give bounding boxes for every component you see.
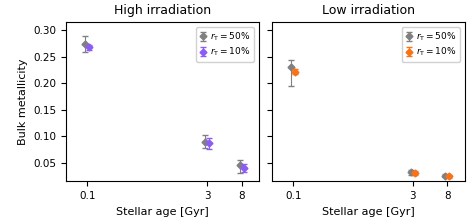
X-axis label: Stellar age [Gyr]: Stellar age [Gyr]: [116, 207, 209, 217]
Title: High irradiation: High irradiation: [114, 4, 211, 17]
X-axis label: Stellar age [Gyr]: Stellar age [Gyr]: [322, 207, 415, 217]
Legend: $r_{\rm T} = 50\%$, $r_{\rm T} = 10\%$: $r_{\rm T} = 50\%$, $r_{\rm T} = 10\%$: [401, 27, 460, 62]
Legend: $r_{\rm T} = 50\%$, $r_{\rm T} = 10\%$: $r_{\rm T} = 50\%$, $r_{\rm T} = 10\%$: [196, 27, 254, 62]
Y-axis label: Bulk metallicity: Bulk metallicity: [18, 59, 28, 145]
Title: Low irradiation: Low irradiation: [322, 4, 415, 17]
